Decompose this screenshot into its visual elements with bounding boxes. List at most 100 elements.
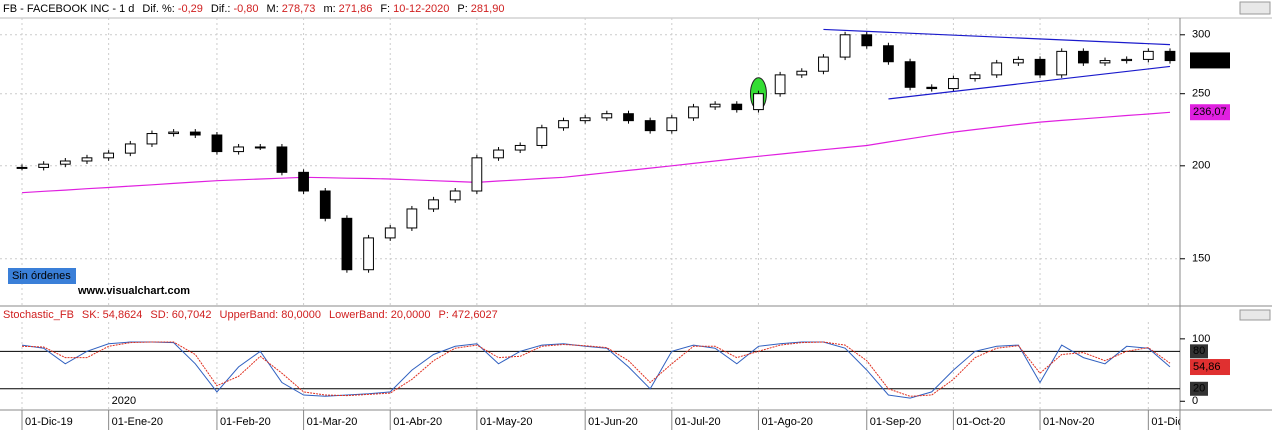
- candle: [904, 61, 916, 88]
- last-value-box: [1190, 104, 1230, 121]
- last-value-label: 54,86: [1193, 361, 1221, 373]
- candle: [211, 134, 223, 153]
- band-label: 20: [1193, 383, 1205, 395]
- y-tick-label: 100: [1192, 333, 1210, 345]
- field-label: Dif. %:: [142, 3, 174, 15]
- field-value: 60,7042: [172, 309, 212, 321]
- header-title: Stochastic_FB: [3, 309, 74, 321]
- last-value-box: [1190, 52, 1230, 69]
- candle: [59, 160, 71, 165]
- candle: [1121, 58, 1133, 62]
- candle: [384, 227, 396, 239]
- candle: [449, 190, 461, 201]
- field-value: 278,73: [282, 3, 316, 15]
- x-tick-label: 01-Mar-20: [307, 416, 358, 428]
- field-value: -0,80: [233, 3, 258, 15]
- candle: [883, 45, 894, 63]
- x-tick-label: 01-Nov-20: [1043, 416, 1094, 428]
- candle: [233, 146, 244, 153]
- candle: [1164, 50, 1176, 62]
- candle: [319, 190, 331, 219]
- candle: [124, 143, 136, 154]
- candle: [861, 34, 873, 47]
- field-value: 472,6027: [452, 309, 498, 321]
- candle: [428, 199, 439, 210]
- field-label: Dif.:: [211, 3, 231, 15]
- candle: [406, 208, 418, 229]
- field-label: m:: [323, 3, 335, 15]
- candle: [579, 117, 591, 122]
- candle: [796, 70, 808, 76]
- field-label: P:: [457, 3, 467, 15]
- status-box: [8, 268, 76, 284]
- field-label: F:: [380, 3, 390, 15]
- candle: [536, 127, 548, 146]
- field-value: -0,29: [178, 3, 203, 15]
- candle: [623, 113, 634, 122]
- header: Stochastic_FB SK: 54,8624 SD: 60,7042 UpperBa…: [3, 309, 498, 321]
- band-label: 80: [1193, 345, 1205, 357]
- candle: [146, 133, 158, 145]
- status-label: Sin órdenes: [12, 270, 71, 282]
- candle: [38, 163, 50, 168]
- x-tick-label: 01-Ene-20: [112, 416, 163, 428]
- candle: [341, 217, 353, 271]
- x-tick-label: 01-Abr-20: [393, 416, 442, 428]
- trendline: [888, 65, 1171, 100]
- candle: [1034, 58, 1046, 76]
- x-tick-label: 01-Sep-20: [870, 416, 921, 428]
- header: FB - FACEBOOK INC - 1 d Dif. %: -0,29 Dif.:…: [3, 3, 504, 15]
- x-tick-label: 01-Dic-20: [1151, 416, 1199, 428]
- candle: [731, 103, 743, 111]
- field-value: 80,0000: [281, 309, 321, 321]
- watermark: www.visualchart.com: [77, 285, 190, 297]
- field-label: P:: [439, 309, 449, 321]
- y-tick-label: 200: [1192, 160, 1210, 172]
- candle: [774, 74, 786, 95]
- stochastic-line: [21, 341, 1171, 397]
- x-tick-label: 01-Jul-20: [675, 416, 721, 428]
- candle: [189, 131, 201, 136]
- candle: [471, 157, 483, 192]
- x-tick-label: 01-Ago-20: [761, 416, 812, 428]
- band-box: [1190, 381, 1208, 396]
- field-value: 10-12-2020: [393, 3, 449, 15]
- candle: [644, 120, 656, 132]
- candle: [514, 144, 526, 151]
- candle: [81, 157, 93, 162]
- candle: [991, 62, 1003, 76]
- window-buttons[interactable]: [1239, 1, 1271, 15]
- x-tick-label: 01-May-20: [480, 416, 533, 428]
- candle: [1056, 50, 1068, 76]
- candle: [103, 152, 115, 159]
- field-value: 281,90: [471, 3, 505, 15]
- field-label: M:: [267, 3, 279, 15]
- trendline: [823, 28, 1171, 46]
- y-tick-label: 250: [1192, 88, 1210, 100]
- candle: [969, 74, 981, 80]
- candle: [1077, 50, 1089, 64]
- field-value: 20,0000: [391, 309, 431, 321]
- x-tick-label: 01-Dic-19: [25, 416, 73, 428]
- field-label: LowerBand:: [329, 309, 388, 321]
- last-value-label: 236,07: [1193, 106, 1227, 118]
- candle: [666, 117, 678, 132]
- window-buttons[interactable]: [1239, 309, 1271, 321]
- field-value: 54,8624: [103, 309, 143, 321]
- candle: [298, 171, 309, 192]
- candle: [254, 146, 266, 149]
- last-value-box: [1190, 359, 1230, 376]
- year-label: 2020: [112, 395, 136, 407]
- candle: [688, 106, 699, 119]
- field-label: SK:: [82, 309, 100, 321]
- candle: [168, 131, 179, 135]
- candle: [1142, 50, 1154, 60]
- x-tick-label: 01-Oct-20: [956, 416, 1005, 428]
- y-tick-label: 0: [1192, 395, 1198, 407]
- candle: [753, 93, 764, 111]
- candle: [16, 166, 28, 169]
- stochastic-line: [21, 341, 1171, 399]
- candle: [363, 237, 374, 271]
